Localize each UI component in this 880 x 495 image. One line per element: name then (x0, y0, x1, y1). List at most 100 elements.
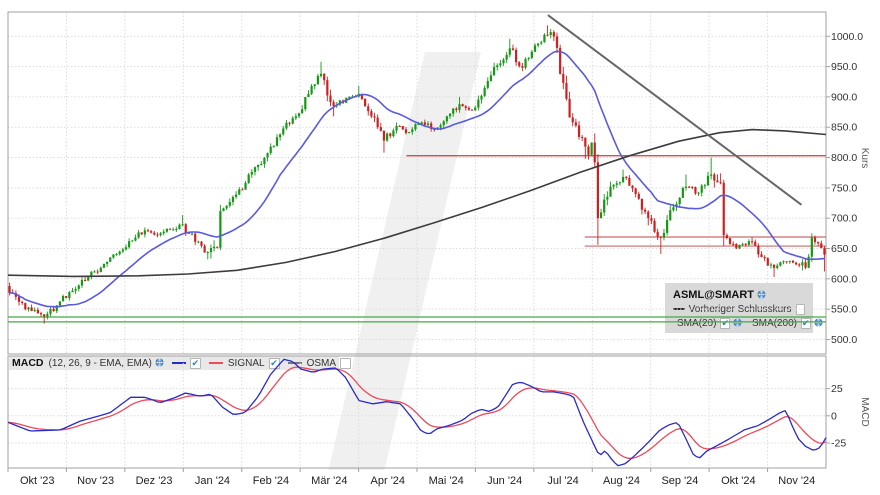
macd-globe-icon[interactable] (155, 354, 164, 372)
macd-axis-title: MACD (859, 397, 870, 426)
osma-label: OSMA (306, 357, 337, 369)
candle-body (351, 96, 354, 98)
candle-body (565, 82, 568, 99)
prev-close-label: Vorheriger Schlusskurs (688, 303, 792, 315)
candle-body (165, 228, 168, 232)
candle-body (791, 260, 795, 263)
candle-body (732, 243, 735, 245)
candle-body (307, 93, 310, 98)
candle-body (373, 116, 376, 118)
candle-body (33, 309, 36, 311)
candle-body (124, 247, 128, 250)
prev-close-checkbox[interactable] (795, 303, 805, 315)
candle-body (96, 271, 99, 273)
candle-body (159, 233, 162, 236)
month-label: Aug '24 (603, 475, 640, 487)
candle-body (326, 80, 329, 96)
candle-body (728, 237, 732, 244)
candle-body (338, 100, 342, 105)
candle-body (477, 99, 480, 108)
prev-close-line-sample (673, 308, 685, 310)
macd-line (7, 358, 827, 467)
candle-body (187, 232, 191, 234)
candle-body (294, 116, 297, 119)
macd-tick-label: 0 (831, 410, 837, 422)
signal-checkbox[interactable]: ✔ (268, 357, 280, 369)
month-label: Okt '23 (20, 475, 55, 487)
candle-body (178, 224, 181, 229)
candle-body (109, 257, 112, 262)
candle-body (363, 98, 367, 107)
candle-body (257, 164, 260, 168)
sma20-checkbox[interactable]: ✔ (720, 317, 730, 329)
osma-checkbox[interactable] (340, 357, 352, 369)
month-label: Nov '24 (778, 475, 815, 487)
sma200-globe-icon[interactable] (814, 314, 823, 332)
candle-body (496, 65, 499, 68)
candle-body (546, 34, 549, 36)
candle-body (527, 57, 530, 59)
candle-body (279, 134, 282, 138)
candle-body (801, 262, 804, 266)
candle-body (275, 137, 279, 146)
sma20-globe-icon[interactable] (733, 314, 742, 332)
candle-body (804, 262, 807, 268)
candle-body (288, 122, 291, 124)
candle-body (722, 182, 725, 236)
price-tick-label: 1000.0 (831, 31, 863, 43)
candle-body (225, 205, 228, 209)
candle-body (134, 237, 137, 241)
candle-body (197, 241, 200, 243)
candle-body (247, 174, 250, 183)
month-label: Okt '24 (721, 475, 756, 487)
candle-body (530, 51, 533, 58)
candle-body (52, 308, 55, 312)
candle-body (184, 224, 187, 233)
sma200-checkbox[interactable]: ✔ (801, 317, 811, 329)
candle-body (691, 186, 694, 188)
candle-body (540, 42, 543, 44)
candle-body (58, 301, 62, 306)
candle-body (357, 93, 360, 97)
candle-body (467, 107, 471, 110)
candle-body (194, 233, 197, 242)
candle-body (741, 243, 744, 245)
candle-body (112, 254, 115, 258)
month-label: Mai '24 (429, 475, 464, 487)
candle-body (65, 296, 68, 299)
candle-body (568, 98, 571, 118)
candle-body (694, 187, 697, 194)
globe-icon[interactable] (757, 286, 766, 304)
candle-body (489, 75, 493, 81)
sma20-label: SMA(20) (677, 317, 717, 329)
candle-body (219, 210, 222, 248)
candle-body (310, 86, 313, 94)
price-tick-label: 650.0 (831, 243, 857, 255)
candle-body (291, 118, 294, 124)
candle-body (662, 232, 666, 238)
candle-body (744, 243, 747, 245)
candle-body (77, 285, 80, 289)
candle-body (137, 232, 140, 238)
macd-params: (12, 26, 9 - EMA, EMA) (48, 357, 152, 369)
candle-body (8, 286, 11, 293)
candle-body (102, 263, 106, 268)
candle-body (200, 241, 203, 246)
candle-body (323, 73, 326, 81)
macd-checkbox[interactable]: ✔ (189, 357, 201, 369)
candle-body (735, 243, 738, 249)
main-axis-title: Kurs (859, 148, 870, 169)
candle-body (700, 185, 703, 193)
candle-body (647, 211, 650, 219)
month-label: Jan '24 (195, 475, 230, 487)
candle-body (640, 198, 644, 210)
candle-body (637, 193, 640, 199)
candle-body (61, 296, 65, 302)
downtrend-line (547, 14, 803, 206)
candle-body (231, 196, 235, 203)
price-tick-label: 700.0 (831, 213, 857, 225)
candle-body (515, 49, 518, 63)
candle-body (760, 254, 763, 257)
candle-body (659, 236, 662, 238)
candle-body (118, 251, 121, 255)
